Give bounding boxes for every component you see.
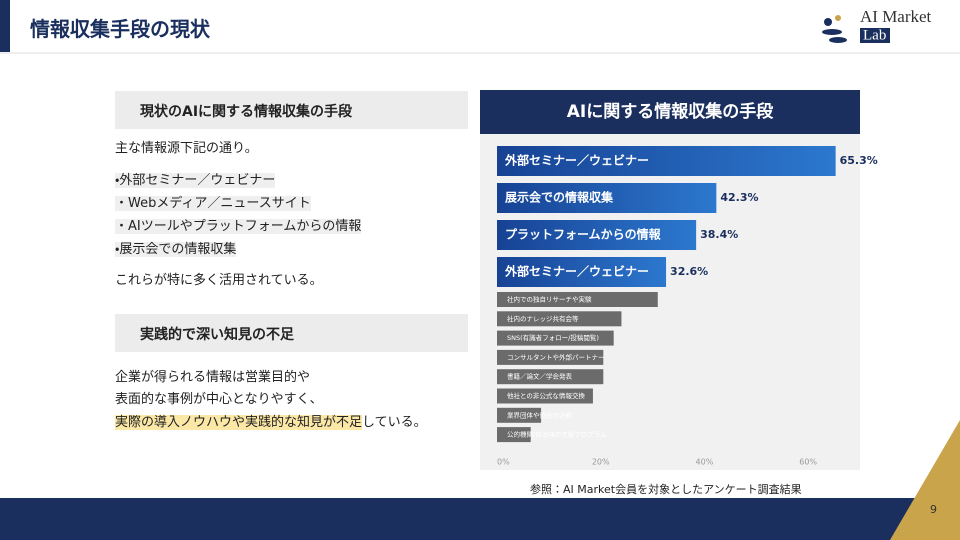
highlight: 実際の導入ノウハウや実践的な知見が不足 bbox=[115, 415, 363, 430]
value-label: 32.6% bbox=[670, 265, 708, 278]
bar bbox=[497, 330, 614, 346]
bullet-item: ・展示会での情報収集 bbox=[115, 238, 237, 257]
bar-label: 社内のナレッジ共有会等 bbox=[507, 314, 579, 323]
bar-label: 外部セミナー／ウェビナー bbox=[504, 153, 649, 168]
bar-label: 展示会での情報収集 bbox=[505, 190, 614, 205]
logo-text: Lab bbox=[863, 27, 886, 43]
bullet-item: ・外部セミナー／ウェビナー bbox=[115, 169, 276, 188]
bar bbox=[497, 349, 604, 365]
section-heading-box: 現状のAIに関する情報収集の手段 bbox=[115, 91, 468, 129]
logo: AI Market Lab bbox=[822, 8, 932, 43]
bar bbox=[497, 311, 622, 327]
bar-label: 他社との非公式な情報交換 bbox=[507, 391, 585, 400]
bar-label: コンサルタントや外部パートナー bbox=[507, 352, 605, 361]
bullet-text: ・展示会での情報収集 bbox=[115, 242, 237, 257]
logo-text: AI Market bbox=[860, 8, 932, 26]
footer-band bbox=[0, 498, 960, 540]
chart-header bbox=[480, 90, 860, 134]
bar-label: 業界団体や協会の活動 bbox=[507, 410, 573, 419]
bullet-text: ・Webメディア／ニュースサイト bbox=[115, 196, 311, 211]
bar bbox=[497, 369, 604, 385]
bullet-item: ・Webメディア／ニュースサイト bbox=[115, 192, 311, 211]
bar bbox=[497, 388, 593, 404]
bar bbox=[497, 407, 542, 423]
page-title: 情報収集手段の現状 bbox=[30, 17, 210, 41]
page-number: 9 bbox=[930, 503, 937, 516]
x-tick-label: 40% bbox=[696, 458, 714, 467]
bullet-item: ・AIツールやプラットフォームからの情報 bbox=[115, 215, 362, 234]
outro: これらが特に多く活用されている。 bbox=[115, 273, 323, 288]
bar bbox=[497, 146, 836, 176]
value-label: 65.3% bbox=[840, 154, 878, 167]
section-heading: 現状のAIに関する情報収集の手段 bbox=[140, 104, 353, 120]
section-heading-box: 実践的で深い知見の不足 bbox=[115, 314, 468, 352]
bar bbox=[497, 427, 531, 443]
bar-label: 外部セミナー／ウェビナー bbox=[504, 264, 649, 279]
bar bbox=[497, 220, 697, 250]
bar bbox=[497, 183, 717, 213]
bar-label: 社内での独自リサーチや実験 bbox=[507, 295, 592, 304]
value-label: 38.4% bbox=[700, 228, 738, 241]
chart-title: AIに関する情報収集の手段 bbox=[567, 101, 774, 122]
bullet-text: ・外部セミナー／ウェビナー bbox=[115, 173, 276, 188]
paragraph-line: 表面的な事例が中心となりやすく、 bbox=[115, 392, 323, 407]
paragraph-line: 企業が得られる情報は営業目的や bbox=[115, 370, 311, 385]
bar-label: 書籍／論文／学会発表 bbox=[507, 372, 573, 381]
intro: 主な情報源下記の通り。 bbox=[115, 141, 258, 156]
x-tick-label: 20% bbox=[592, 458, 610, 467]
header-rule bbox=[0, 52, 960, 54]
bullet-text: ・AIツールやプラットフォームからの情報 bbox=[115, 219, 362, 234]
paragraph-line: 実際の導入ノウハウや実践的な知見が不足している。 bbox=[115, 411, 427, 430]
x-tick-label: 0% bbox=[497, 458, 510, 467]
bar-label: プラットフォームからの情報 bbox=[505, 227, 662, 242]
bar-label: 公的機関/自治体の支援プログラム bbox=[507, 430, 607, 439]
text: している。 bbox=[362, 415, 427, 430]
bar-label: SNS(有識者フォロー/投稿閲覧) bbox=[507, 333, 599, 342]
value-label: 42.3% bbox=[720, 191, 758, 204]
header-stripe bbox=[0, 0, 10, 52]
bar bbox=[497, 257, 667, 287]
section-heading: 実践的で深い知見の不足 bbox=[140, 327, 294, 343]
x-tick-label: 60% bbox=[799, 458, 817, 467]
source-note: 参照：AI Market会員を対象としたアンケート調査結果 bbox=[530, 483, 802, 496]
footer-accent bbox=[890, 420, 960, 540]
bar bbox=[497, 292, 658, 307]
